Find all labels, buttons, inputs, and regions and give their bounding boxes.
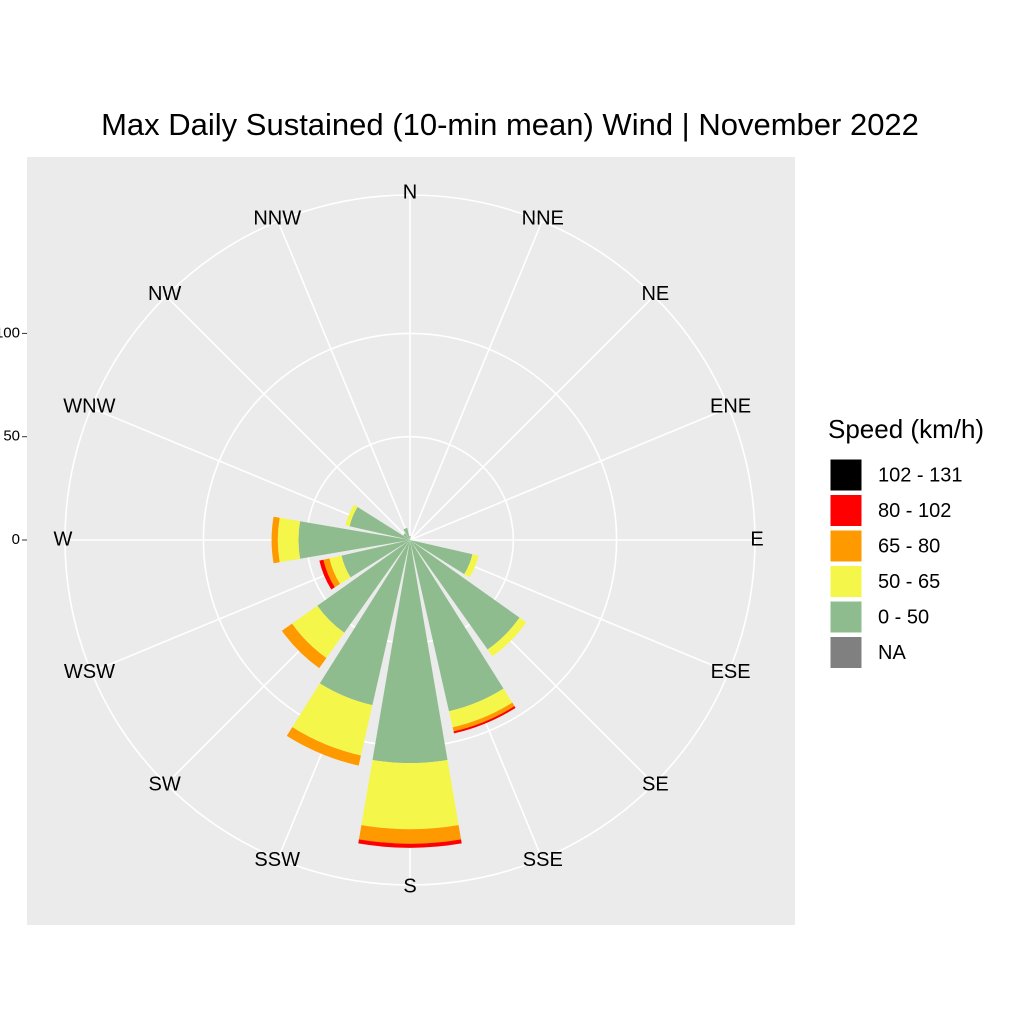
direction-label: E xyxy=(750,528,763,550)
rose-segment xyxy=(464,554,479,578)
rose-segment xyxy=(271,516,280,564)
rose-segment xyxy=(409,535,411,540)
spoke xyxy=(165,295,411,541)
rose-segment xyxy=(448,688,513,728)
direction-label: NNE xyxy=(522,208,564,230)
legend-title: Speed (km/h) xyxy=(828,414,984,444)
rose-segment xyxy=(345,504,358,527)
rose-segment xyxy=(358,825,462,844)
chart-title: Max Daily Sustained (10-min mean) Wind |… xyxy=(101,107,919,142)
spoke xyxy=(409,220,543,541)
rose-segment xyxy=(453,706,516,734)
direction-label: ENE xyxy=(710,395,751,417)
rose-segment xyxy=(403,533,410,540)
rose-segment xyxy=(361,759,459,830)
rose-segment xyxy=(349,506,410,540)
rose-segment xyxy=(281,623,327,669)
rose-segment xyxy=(410,540,473,575)
legend-key xyxy=(829,458,863,492)
rose-segment xyxy=(323,558,341,588)
rose-segment xyxy=(410,540,504,712)
direction-label: WNW xyxy=(63,395,115,417)
legend-key xyxy=(829,494,863,527)
legend-label: NA xyxy=(878,642,906,664)
direction-label: NNW xyxy=(253,208,301,230)
rose-segment xyxy=(487,617,527,657)
direction-label: NW xyxy=(148,283,181,305)
direction-label: SSE xyxy=(523,849,563,871)
legend-key xyxy=(829,636,863,669)
rose-segment xyxy=(452,702,515,732)
legend-key xyxy=(829,529,863,563)
rose-segment xyxy=(298,521,410,559)
rose-segment xyxy=(358,839,462,848)
rose-segment xyxy=(403,527,410,540)
rose-segment xyxy=(410,540,520,650)
legend-label: 80 - 102 xyxy=(878,500,951,522)
direction-label: S xyxy=(403,875,416,897)
legend-label: 0 - 50 xyxy=(878,606,929,628)
y-tick-label: 0 xyxy=(12,531,20,548)
legend-label: 65 - 80 xyxy=(878,535,940,557)
rose-segment xyxy=(319,540,410,706)
legend-key xyxy=(829,600,863,634)
rose-segment xyxy=(286,727,361,766)
rose-segment xyxy=(319,559,335,590)
direction-label: SW xyxy=(149,774,181,796)
direction-label: NE xyxy=(641,283,669,305)
legend-label: 50 - 65 xyxy=(878,571,940,593)
direction-label: SE xyxy=(642,774,669,796)
rose-segment xyxy=(372,540,448,764)
rose-segment xyxy=(329,555,351,585)
spoke xyxy=(277,220,411,541)
y-tick-label: 100 xyxy=(0,324,20,341)
legend-label: 102 - 131 xyxy=(878,464,963,486)
direction-label: N xyxy=(403,181,417,203)
spoke xyxy=(409,295,655,541)
direction-label: WSW xyxy=(64,661,115,683)
legend-key xyxy=(829,565,863,598)
y-tick-label: 50 xyxy=(3,428,20,445)
direction-label: ESE xyxy=(711,661,751,683)
spoke xyxy=(409,407,730,541)
direction-label: SSW xyxy=(254,849,300,871)
rose-segment xyxy=(277,517,301,563)
rose-segment xyxy=(292,683,373,756)
rose-segment xyxy=(292,605,345,658)
direction-label: W xyxy=(54,528,73,550)
rose-segment xyxy=(341,540,410,578)
rose-segment xyxy=(317,540,410,633)
